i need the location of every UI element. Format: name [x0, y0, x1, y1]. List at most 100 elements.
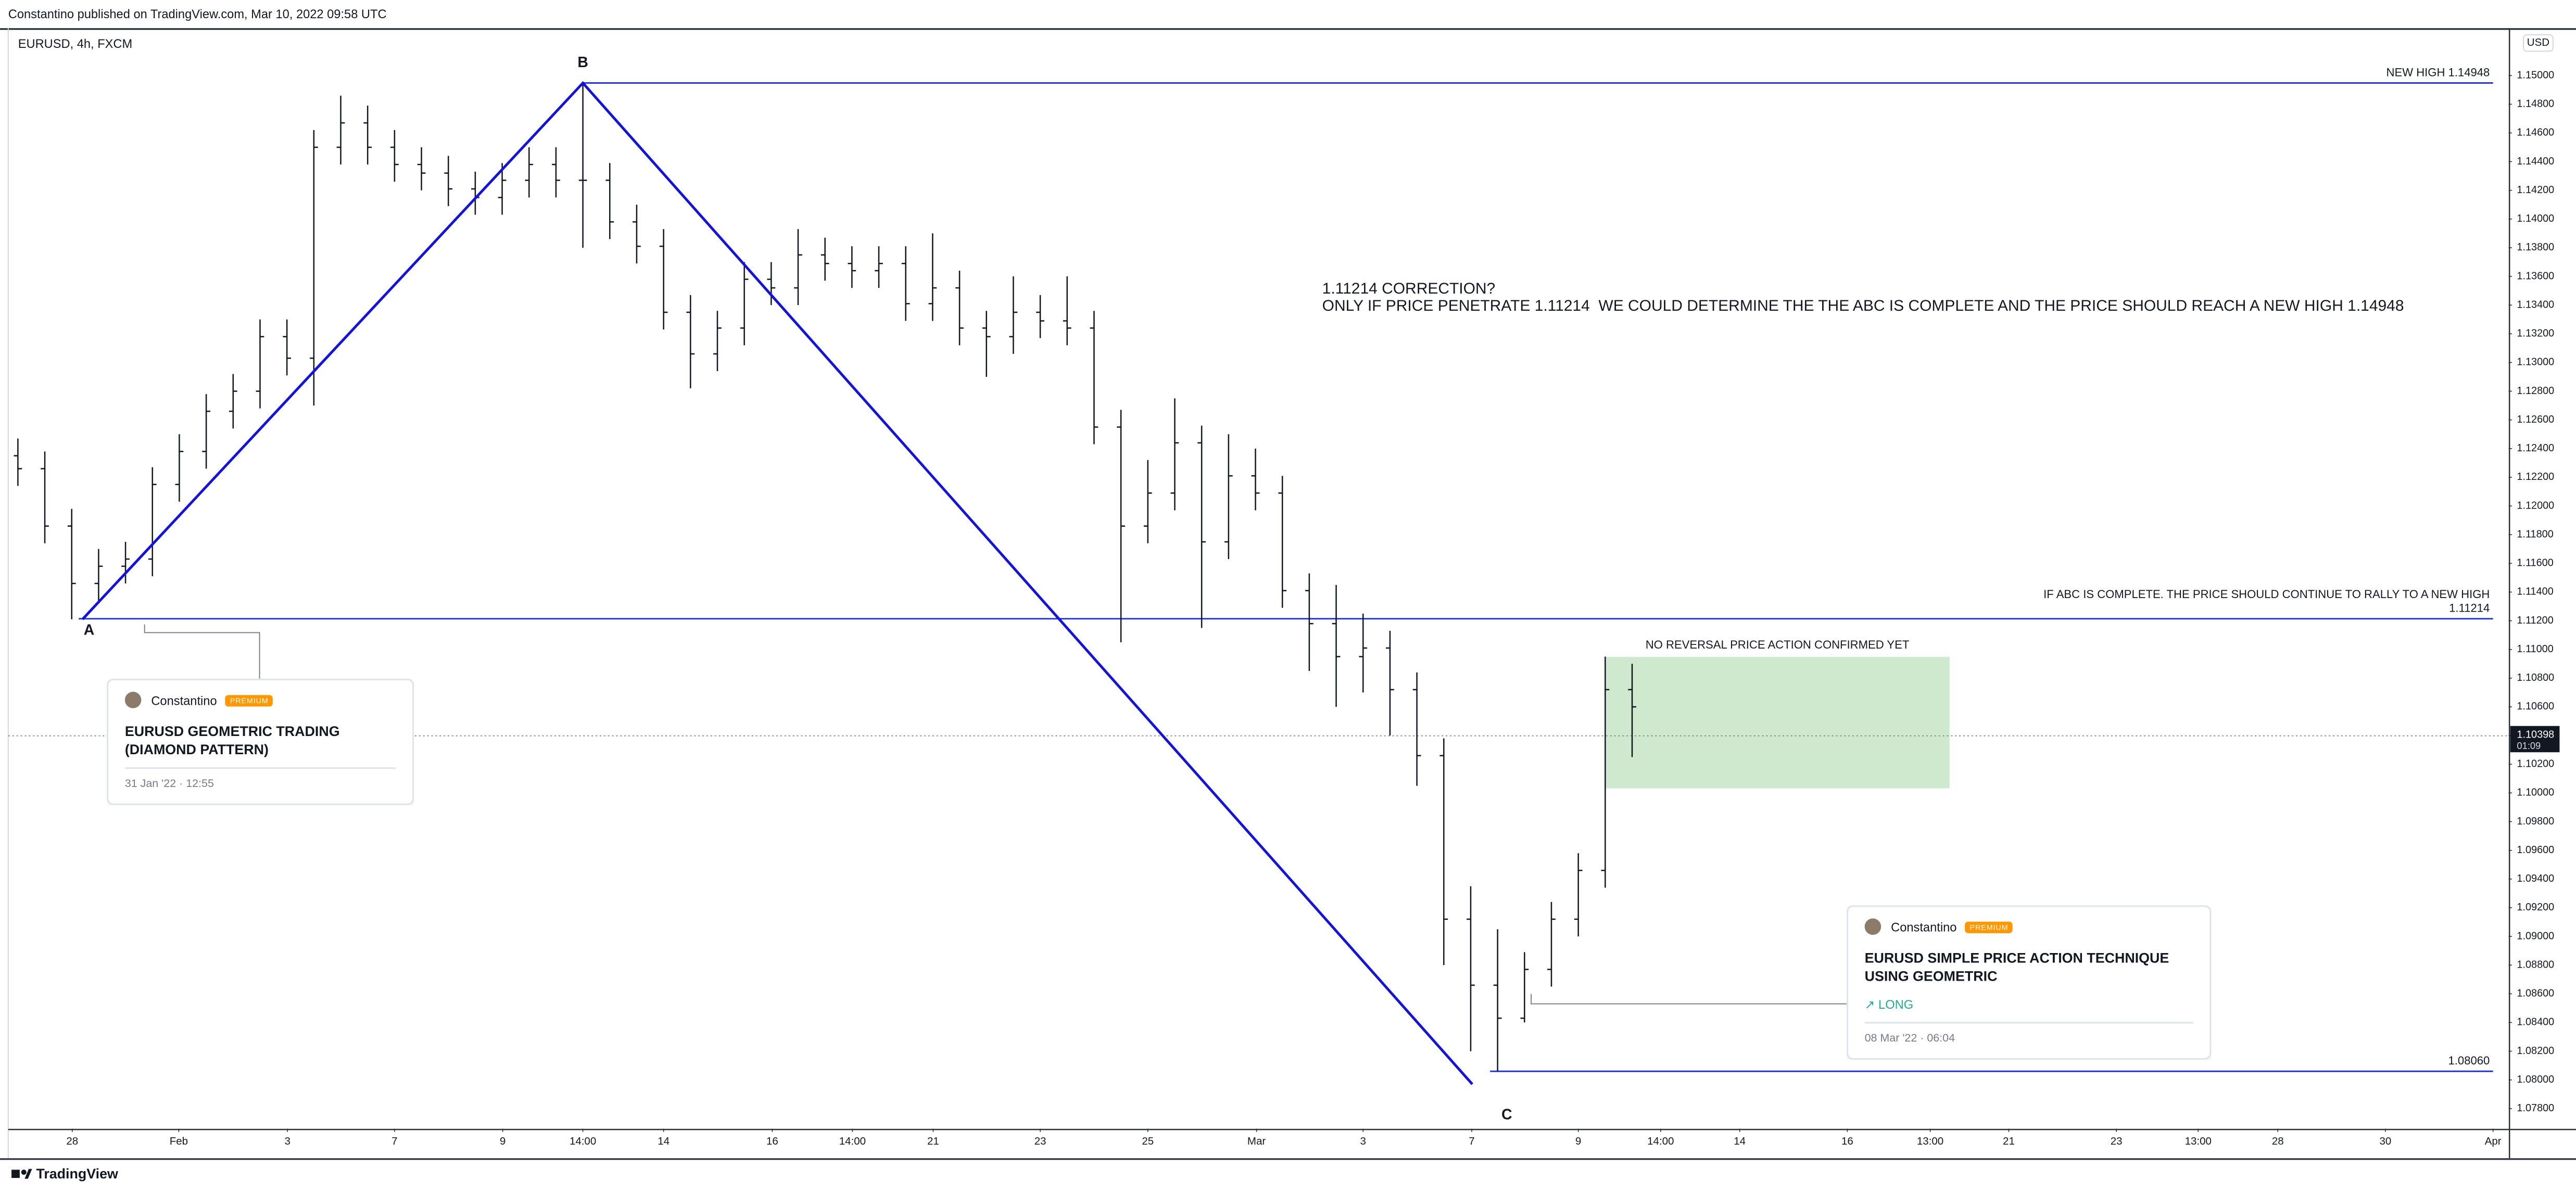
y-tick-label: 1.11800: [2517, 528, 2553, 540]
y-tick-label: 1.08600: [2517, 988, 2554, 999]
logo-part: [11, 1170, 20, 1178]
annotation-line: ONLY IF PRICE PENETRATE 1.11214 WE COULD…: [1322, 297, 2404, 314]
ohlc-bar: [1574, 853, 1583, 937]
idea-head: Constantino PREMIUM: [124, 692, 396, 708]
idea-head: Constantino PREMIUM: [1864, 918, 2193, 935]
footer-brand: TradingView: [36, 1166, 118, 1182]
ohlc-bar: [148, 467, 157, 577]
y-tick-label: 1.10200: [2517, 758, 2554, 770]
y-tick-label: 1.10600: [2517, 701, 2554, 712]
x-tick-label: Mar: [1247, 1135, 1266, 1147]
pattern-point-label: A: [84, 621, 95, 638]
x-tick-label: 7: [392, 1135, 397, 1147]
ohlc-bar: [444, 156, 453, 206]
ohlc-bar: [390, 130, 399, 182]
y-tick-label: 1.14400: [2517, 156, 2554, 167]
avatar: [124, 692, 142, 708]
ohlc-bar: [982, 311, 991, 377]
ohlc-bar: [202, 394, 211, 469]
tv-logo: [11, 1169, 32, 1179]
ohlc-bar: [256, 319, 264, 409]
y-tick-label: 1.15000: [2517, 69, 2554, 81]
ohlc-bar: [578, 84, 587, 248]
pattern-point-label: C: [1501, 1106, 1512, 1123]
ohlc-bar: [901, 246, 910, 321]
x-tick-label: 16: [1841, 1135, 1853, 1147]
ohlc-bar: [1143, 460, 1152, 543]
idea-date: 08 Mar '22 · 06:04: [1864, 1022, 2193, 1045]
ohlc-bar: [1224, 434, 1233, 560]
symbol-title: EURUSD, 4h, FXCM: [18, 37, 133, 51]
x-tick-label: 14: [1734, 1135, 1746, 1147]
level-label: 1.11214: [2449, 602, 2490, 615]
countdown-label: 01:09: [2517, 740, 2541, 751]
currency-label: USD: [2527, 36, 2549, 48]
ohlc-bar: [1305, 573, 1314, 671]
idea-card-body[interactable]: Constantino PREMIUM EURUSD SIMPLE PRICE A…: [1846, 905, 2212, 1060]
y-tick-label: 1.13800: [2517, 242, 2554, 253]
x-tick-label: 9: [1575, 1135, 1581, 1147]
idea-title[interactable]: EURUSD SIMPLE PRICE ACTION TECHNIQUE USI…: [1864, 949, 2169, 984]
y-tick-label: 1.14000: [2517, 213, 2554, 224]
idea-card[interactable]: Constantino PREMIUM EURUSD GEOMETRIC TRAD…: [107, 678, 414, 805]
x-tick-label: 25: [1142, 1135, 1154, 1147]
ohlc-bar: [309, 130, 318, 406]
ohlc-bar: [121, 541, 130, 583]
avatar: [1864, 918, 1882, 935]
y-tick-label: 1.08400: [2517, 1017, 2554, 1028]
currency-tag: [2523, 34, 2554, 52]
y-tick-label: 1.13400: [2517, 299, 2554, 310]
y-tick-label: 1.09600: [2517, 844, 2554, 856]
idea-title[interactable]: EURUSD GEOMETRIC TRADING (DIAMOND PATTER…: [124, 722, 340, 757]
logo-part: [21, 1169, 27, 1175]
y-tick-label: 1.08200: [2517, 1045, 2554, 1057]
box-label: NO REVERSAL PRICE ACTION CONFIRMED YET: [1646, 638, 1910, 651]
y-tick-label: 1.10000: [2517, 787, 2554, 798]
x-tick-label: 21: [2003, 1135, 2015, 1147]
y-tick-label: 1.09800: [2517, 816, 2554, 827]
y-tick-label: 1.08800: [2517, 959, 2554, 970]
publisher-line: Constantino published on TradingView.com…: [8, 8, 387, 21]
y-tick-label: 1.10800: [2517, 672, 2554, 683]
y-tick-label: 1.07800: [2517, 1102, 2554, 1114]
x-tick-label: 21: [927, 1135, 939, 1147]
ohlc-bar: [229, 374, 237, 429]
idea-card-body[interactable]: Constantino PREMIUM EURUSD GEOMETRIC TRAD…: [107, 678, 414, 805]
x-tick-label: 16: [766, 1135, 778, 1147]
ohlc-bar: [848, 246, 856, 288]
y-tick-label: 1.12200: [2517, 471, 2554, 483]
ohlc-bar: [1467, 886, 1475, 1051]
ohlc-bar: [417, 147, 426, 191]
ohlc-bar: [955, 271, 964, 346]
y-tick-label: 1.09200: [2517, 902, 2554, 913]
idea-author: Constantino: [151, 692, 217, 708]
x-tick-label: 28: [2272, 1135, 2284, 1147]
ohlc-bar: [1386, 630, 1394, 736]
ohlc-bar: [767, 262, 776, 306]
ohlc-bar: [1063, 276, 1071, 346]
ohlc-bar: [1332, 585, 1341, 707]
idea-card[interactable]: Constantino PREMIUM EURUSD SIMPLE PRICE A…: [1846, 905, 2212, 1060]
annotation-line: 1.11214 CORRECTION?: [1322, 280, 1496, 297]
ohlc-bar: [94, 549, 103, 601]
ohlc-bar: [659, 229, 668, 330]
x-tick-label: 23: [2111, 1135, 2123, 1147]
level-label: 1.08060: [2448, 1054, 2490, 1067]
ohlc-bar: [1117, 410, 1126, 642]
y-tick-label: 1.13600: [2517, 270, 2554, 282]
x-tick-label: 13:00: [1917, 1135, 1943, 1147]
ohlc-bar: [794, 229, 802, 306]
ohlc-bar: [928, 233, 937, 321]
y-tick-label: 1.14800: [2517, 98, 2554, 110]
y-tick-label: 1.12400: [2517, 442, 2554, 454]
level-label: NEW HIGH 1.14948: [2386, 66, 2490, 79]
x-tick-label: 9: [500, 1135, 506, 1147]
x-tick-label: 14:00: [839, 1135, 866, 1147]
ohlc-bar: [1601, 656, 1610, 888]
ohlc-bar: [740, 262, 749, 346]
plot: 1.07800 1.08000 1.08200 1.08400 1.08600 1.088…: [8, 54, 2560, 1147]
y-tick-label: 1.14600: [2517, 127, 2554, 138]
ohlc-bar: [1278, 476, 1287, 608]
ohlc-bar: [1251, 448, 1260, 511]
ohlc-bar: [363, 106, 372, 165]
